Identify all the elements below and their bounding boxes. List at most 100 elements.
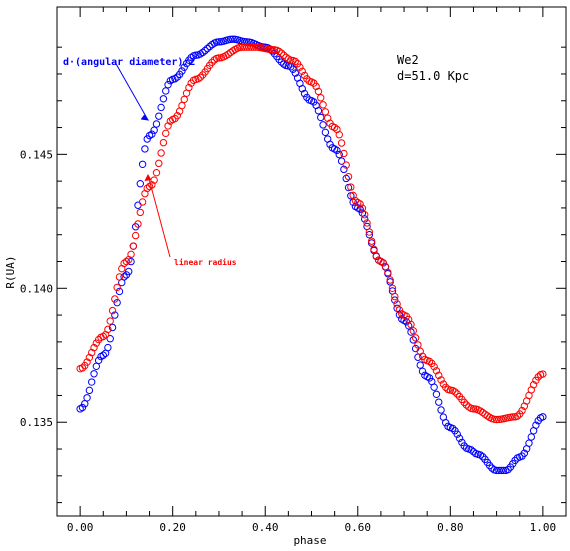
blue-data-point bbox=[504, 465, 512, 474]
blue-data-point bbox=[159, 95, 168, 103]
red-data-point bbox=[386, 276, 394, 284]
blue-arrow bbox=[114, 61, 150, 121]
red-data-point bbox=[435, 371, 443, 380]
red-data-point bbox=[539, 370, 547, 378]
blue-data-point bbox=[467, 446, 475, 454]
red-data-point bbox=[425, 357, 434, 366]
blue-data-point bbox=[106, 335, 114, 343]
blue-data-point bbox=[418, 367, 427, 376]
red-data-point bbox=[330, 123, 339, 132]
red-data-point bbox=[296, 63, 304, 71]
red-data-point bbox=[249, 43, 258, 51]
red-data-point bbox=[370, 245, 378, 254]
blue-data-point bbox=[136, 180, 144, 188]
blue-data-point bbox=[342, 174, 350, 183]
blue-data-point bbox=[448, 424, 457, 433]
blue-data-point bbox=[495, 466, 503, 475]
red-data-point bbox=[106, 317, 114, 325]
red-data-point bbox=[157, 149, 165, 157]
distance-annotation: d=51.0 Kpc bbox=[397, 69, 469, 83]
red-data-point bbox=[99, 332, 107, 341]
red-data-point bbox=[162, 129, 170, 138]
red-data-point bbox=[208, 58, 216, 67]
blue-data-point bbox=[226, 35, 235, 44]
blue-data-point bbox=[88, 378, 96, 386]
x-tick-label: 0.60 bbox=[345, 521, 372, 534]
x-tick-label: 0.00 bbox=[67, 521, 94, 534]
blue-data-point bbox=[90, 370, 98, 378]
red-data-point bbox=[395, 306, 404, 314]
red-data-point bbox=[131, 231, 140, 240]
red-data-point bbox=[120, 259, 128, 268]
red-data-point bbox=[252, 43, 260, 51]
red-data-point bbox=[414, 341, 422, 349]
blue-data-point bbox=[488, 464, 496, 472]
blue-data-point bbox=[134, 201, 142, 209]
blue-data-point bbox=[391, 296, 399, 304]
red-data-point bbox=[143, 184, 151, 193]
blue-data-point bbox=[437, 406, 445, 414]
red-data-point bbox=[238, 43, 246, 51]
red-data-point bbox=[245, 43, 253, 51]
red-data-point bbox=[155, 159, 163, 168]
blue-data-point bbox=[108, 323, 117, 332]
red-data-point bbox=[379, 259, 387, 267]
red-data-point bbox=[317, 94, 325, 102]
x-tick-label: 0.20 bbox=[159, 521, 186, 534]
blue-data-point bbox=[441, 419, 450, 427]
blue-data-point bbox=[120, 273, 128, 281]
red-data-point bbox=[291, 57, 299, 66]
red-data-point bbox=[173, 111, 182, 120]
blue-data-point bbox=[125, 267, 133, 276]
blue-data-point bbox=[409, 336, 417, 344]
blue-data-point bbox=[178, 67, 186, 75]
red-data-point bbox=[159, 138, 168, 147]
y-tick-label: 0.140 bbox=[20, 282, 53, 295]
red-data-point bbox=[145, 182, 154, 191]
blue-data-point bbox=[333, 146, 341, 155]
blue-data-point bbox=[539, 413, 547, 421]
blue-data-point bbox=[319, 121, 327, 129]
blue-data-point bbox=[414, 353, 422, 361]
series-red-group bbox=[76, 43, 547, 424]
x-axis-title: phase bbox=[293, 534, 326, 547]
red-data-point bbox=[518, 406, 526, 415]
red-data-point bbox=[365, 228, 374, 236]
red-data-point bbox=[344, 172, 353, 181]
red-data-point bbox=[430, 362, 438, 371]
star-name-annotation: We2 bbox=[397, 53, 419, 67]
red-data-point bbox=[113, 283, 121, 292]
red-data-point bbox=[495, 415, 503, 424]
blue-data-point bbox=[435, 398, 443, 406]
red-data-point bbox=[407, 320, 415, 329]
blue-data-point bbox=[321, 128, 330, 137]
blue-data-point bbox=[337, 157, 346, 165]
red-data-point bbox=[321, 108, 330, 116]
blue-data-point bbox=[155, 112, 163, 120]
blue-data-point bbox=[365, 231, 374, 239]
blue-data-point bbox=[317, 113, 325, 122]
blue-data-point bbox=[111, 311, 119, 319]
blue-data-point bbox=[203, 44, 212, 53]
x-tick-label: 0.80 bbox=[437, 521, 464, 534]
blue-data-point bbox=[335, 150, 343, 159]
red-data-point bbox=[469, 405, 478, 413]
red-data-point bbox=[215, 54, 223, 62]
y-tick-label: 0.135 bbox=[20, 416, 53, 429]
red-data-point bbox=[432, 367, 441, 375]
blue-data-point bbox=[432, 390, 441, 398]
red-data-point bbox=[236, 43, 244, 52]
red-data-point bbox=[254, 43, 262, 51]
red-data-point bbox=[492, 415, 501, 424]
blue-data-point bbox=[455, 434, 464, 443]
blue-data-point bbox=[361, 215, 369, 223]
blue-data-point bbox=[171, 75, 179, 83]
red-series-label: linear radius bbox=[174, 257, 237, 267]
red-data-point bbox=[340, 149, 348, 158]
red-data-point bbox=[319, 101, 327, 109]
blue-data-point bbox=[430, 383, 438, 391]
red-data-point bbox=[490, 415, 498, 423]
red-data-point bbox=[361, 211, 369, 219]
blue-data-point bbox=[148, 130, 156, 138]
red-data-point bbox=[342, 161, 350, 169]
